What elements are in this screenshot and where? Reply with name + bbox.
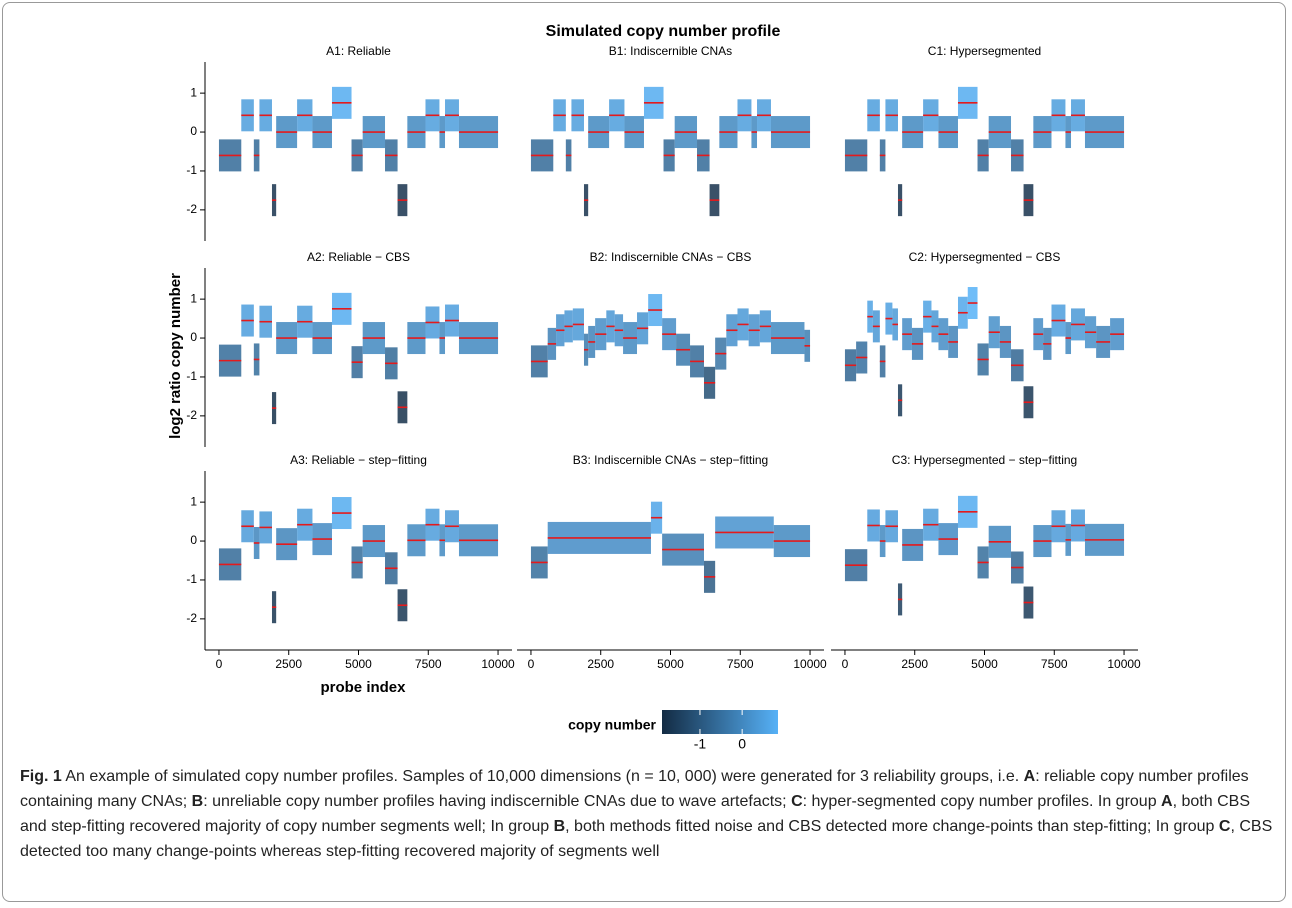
x-tick-label: 10000: [1107, 657, 1141, 671]
caption-text: : reliable copy number profiles containi…: [20, 768, 1249, 810]
y-tick-label: 0: [190, 124, 197, 138]
x-tick-label: 10000: [793, 657, 827, 671]
y-tick-label: -2: [186, 408, 197, 422]
panel-title: B3: Indiscernible CNAs − step−fitting: [573, 453, 768, 467]
caption-text: : unreliable copy number profiles having…: [203, 793, 792, 810]
panel-title: C3: Hypersegmented − step−fitting: [892, 453, 1077, 467]
x-tick-label: 7500: [727, 657, 754, 671]
y-tick-label: -1: [186, 572, 197, 586]
caption-bold: C: [1218, 818, 1231, 835]
y-axis-label: log2 ratio copy number: [167, 273, 184, 439]
caption-bold: B: [553, 818, 566, 835]
caption-bold: A: [1023, 768, 1036, 785]
panel-title: C2: Hypersegmented − CBS: [909, 250, 1061, 264]
x-tick-label: 7500: [1041, 657, 1068, 671]
x-tick-label: 2500: [587, 657, 614, 671]
panel-title: A1: Reliable: [326, 44, 391, 58]
x-tick-label: 2500: [275, 657, 302, 671]
panel-title: A2: Reliable − CBS: [307, 250, 410, 264]
caption-text: : hyper-segmented copy number profiles. …: [802, 793, 1162, 810]
panel-title: A3: Reliable − step−fitting: [290, 453, 427, 467]
x-tick-label: 0: [216, 657, 223, 671]
x-tick-label: 5000: [345, 657, 372, 671]
colorbar-label: copy number: [568, 717, 656, 733]
x-tick-label: 2500: [901, 657, 928, 671]
caption-text: , both methods fitted noise and CBS dete…: [565, 818, 1219, 835]
caption-text: An example of simulated copy number prof…: [61, 768, 1024, 785]
caption: Fig. 1 An example of simulated copy numb…: [20, 764, 1278, 864]
caption-bold: A: [1161, 793, 1173, 810]
y-tick-label: -2: [186, 611, 197, 625]
y-tick-label: -1: [186, 163, 197, 177]
x-tick-label: 10000: [481, 657, 515, 671]
caption-text: , CBS detected too many change-points wh…: [20, 818, 1273, 860]
x-axis-label: probe index: [320, 679, 406, 696]
chart-title: Simulated copy number profile: [546, 23, 781, 40]
y-tick-label: 1: [190, 85, 197, 99]
caption-bold: B: [191, 793, 204, 810]
colorbar-tick-label: 0: [738, 736, 746, 752]
chart: Simulated copy number profile probe inde…: [167, 23, 1141, 752]
y-tick-label: 1: [190, 291, 197, 305]
caption-bold: Fig. 1: [20, 768, 62, 785]
y-tick-label: -1: [186, 369, 197, 383]
caption-bold: C: [791, 793, 803, 810]
x-tick-label: 0: [842, 657, 849, 671]
y-tick-label: -2: [186, 202, 197, 216]
x-tick-label: 5000: [657, 657, 684, 671]
y-tick-label: 0: [190, 533, 197, 547]
x-tick-label: 0: [528, 657, 535, 671]
x-tick-label: 7500: [415, 657, 442, 671]
panel-title: B2: Indiscernible CNAs − CBS: [590, 250, 752, 264]
colorbar: [662, 710, 778, 734]
y-tick-label: 0: [190, 330, 197, 344]
colorbar-tick-label: -1: [694, 736, 707, 752]
panel-title: C1: Hypersegmented: [928, 44, 1041, 58]
panel-title: B1: Indiscernible CNAs: [609, 44, 732, 58]
y-tick-label: 1: [190, 494, 197, 508]
caption-text: , both CBS and step-fitting recovered ma…: [20, 793, 1250, 835]
x-tick-label: 5000: [971, 657, 998, 671]
